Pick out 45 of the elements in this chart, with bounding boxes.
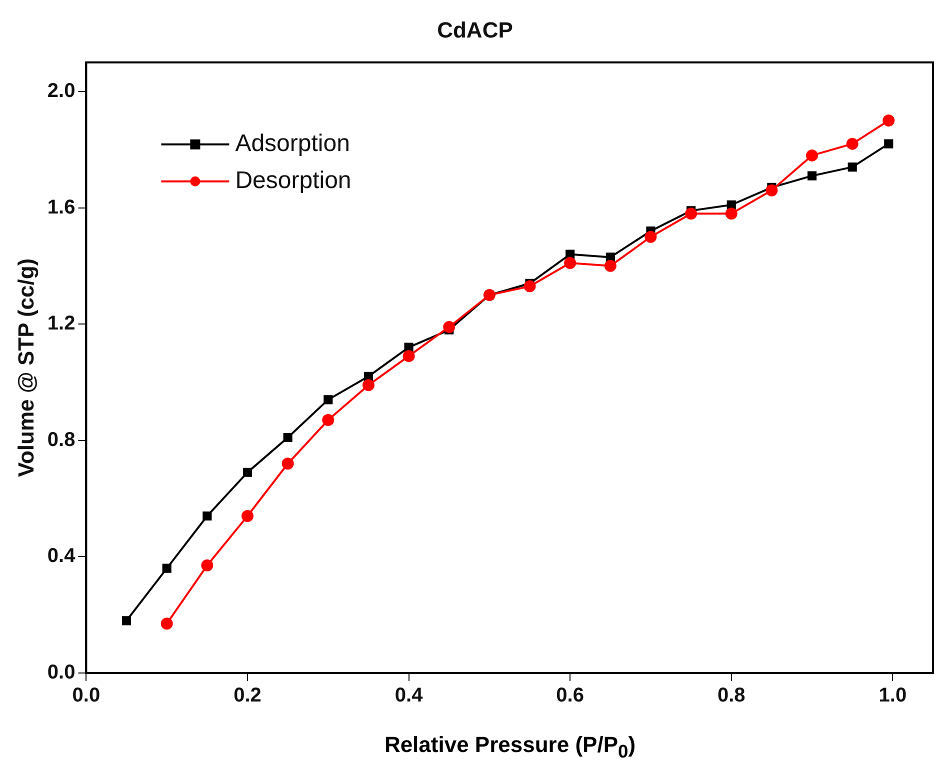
point: [362, 379, 374, 392]
point: [122, 616, 132, 626]
point: [564, 257, 576, 270]
legend-label: Adsorption: [235, 130, 350, 158]
y-tick-label: 0.4: [47, 545, 76, 568]
point: [202, 511, 212, 521]
point: [807, 171, 817, 180]
x-tick-label: 0.0: [72, 684, 100, 707]
point: [848, 162, 857, 172]
point: [882, 114, 895, 127]
point: [644, 230, 657, 243]
x-tick-label: 0.6: [556, 684, 584, 707]
x-tick-label: 0.8: [717, 684, 746, 707]
point: [725, 208, 738, 220]
point: [402, 350, 415, 362]
y-tick-label: 1.6: [47, 196, 76, 218]
point: [283, 432, 292, 442]
point: [282, 458, 294, 470]
y-tick-label: 1.2: [47, 312, 76, 335]
y-tick-label: 0.8: [47, 428, 76, 451]
y-tick-label: 2.0: [47, 80, 76, 102]
point: [324, 395, 333, 404]
x-axis-title: Relative Pressure (P/P$_{0}$): [383, 732, 637, 762]
x-tick-label: 1.0: [878, 684, 907, 707]
point: [806, 149, 818, 162]
y-axis-title: Volume @ STP (cc/g): [13, 258, 38, 478]
x-tick-label: 0.2: [234, 684, 262, 707]
point: [766, 184, 778, 196]
x-tick-label: 0.4: [394, 684, 424, 707]
legend-label: Desorption: [235, 167, 352, 194]
point: [242, 468, 252, 477]
point: [606, 252, 615, 262]
point: [685, 208, 698, 220]
point: [160, 618, 173, 630]
point: [242, 510, 254, 522]
point: [524, 280, 536, 292]
point: [884, 139, 894, 148]
point: [443, 320, 456, 333]
chart-title: CdACP: [437, 17, 513, 42]
y-tick-label: 0.0: [47, 662, 76, 684]
point: [604, 260, 616, 272]
point: [322, 414, 334, 426]
point: [846, 138, 858, 150]
point: [162, 564, 172, 573]
point: [201, 559, 214, 572]
